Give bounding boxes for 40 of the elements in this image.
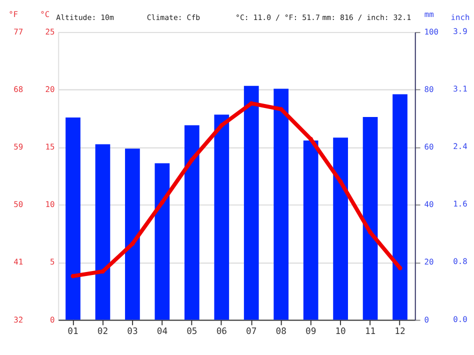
y-tick-label: 25 [45, 28, 55, 37]
y-tick-label: 10 [45, 200, 55, 210]
y3-tick-label: 59 [14, 142, 24, 152]
y3-tick-label: 41 [14, 258, 24, 267]
x-tick-label: 06 [216, 327, 227, 338]
x-tick-label: 08 [276, 327, 286, 338]
y2-tick-label: 0 [424, 315, 430, 324]
y-tick-label: 5 [50, 258, 55, 267]
y3-tick-label: 68 [14, 85, 24, 94]
x-tick-label: 01 [68, 327, 78, 338]
x-tick-label: 05 [186, 327, 198, 338]
y3-tick-label: 32 [14, 315, 24, 324]
y2-tick-label: 60 [424, 142, 434, 152]
y2-axis-title: mm [424, 10, 434, 19]
y2-tick-label: 40 [424, 200, 434, 210]
x-tick-label: 10 [335, 327, 346, 338]
y-tick-label: 0 [50, 315, 55, 324]
x-tick-label: 02 [97, 327, 108, 338]
text: 2.4 [453, 142, 468, 152]
text: 0.8 [453, 257, 468, 266]
text: inch [450, 13, 470, 22]
y2-tick-label: 100 [424, 28, 439, 37]
x-tick-label: 04 [156, 327, 168, 338]
y3-tick-label: 77 [14, 28, 24, 37]
y3-tick-label: 50 [14, 200, 24, 210]
y-axis-title: °C [40, 10, 50, 19]
y3-axis-title: °F [8, 10, 18, 19]
y-tick-label: 20 [45, 85, 55, 94]
x-tick-label: 09 [305, 327, 316, 338]
x-tick-label: 03 [127, 327, 138, 338]
y-tick-label: 15 [45, 142, 55, 152]
text: 1.6 [453, 200, 468, 209]
x-tick-label: 07 [246, 327, 257, 338]
text: 3.1 [453, 84, 468, 94]
y2-tick-label: 80 [424, 85, 434, 94]
x-tick-label: 11 [364, 327, 376, 338]
x-tick-label: 12 [394, 327, 406, 338]
text: 3.9 [453, 27, 468, 36]
y2-tick-label: 20 [424, 258, 434, 267]
text: 0.0 [453, 314, 468, 324]
